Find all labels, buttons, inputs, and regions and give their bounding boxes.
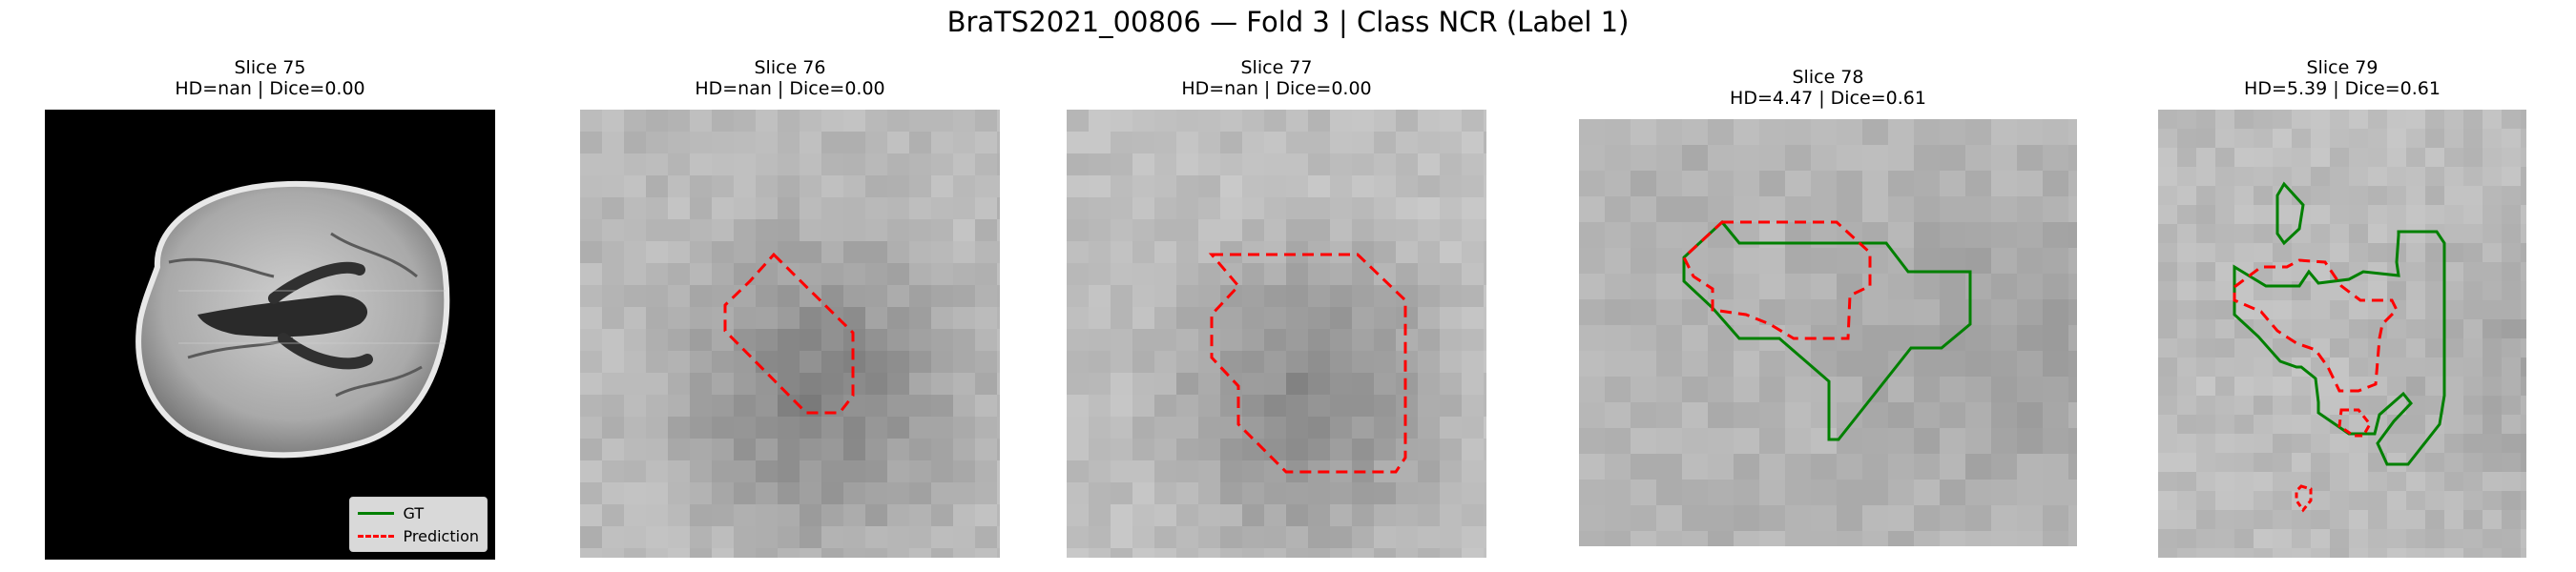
mri-brain-image — [45, 110, 495, 560]
prediction-outline — [723, 252, 855, 415]
legend-prediction-label: Prediction — [403, 526, 479, 545]
legend-item-gt: GT — [357, 501, 479, 524]
mri-crop-image — [580, 110, 1000, 558]
metrics-label: HD=nan | Dice=0.00 — [1181, 78, 1372, 99]
metrics-label: HD=5.39 | Dice=0.61 — [2244, 78, 2441, 99]
prediction-contour-dot — [2295, 484, 2313, 513]
panel-slice-75: Slice 75 HD=nan | Dice=0.00 GT Predictio… — [45, 57, 495, 560]
prediction-contour-small — [2337, 408, 2372, 438]
metrics-label: HD=4.47 | Dice=0.61 — [1730, 88, 1926, 109]
contour-overlay — [723, 252, 857, 472]
mri-crop-image — [1067, 110, 1486, 558]
prediction-contour-line — [726, 255, 854, 413]
figure-title: BraTS2021_00806 — Fold 3 | Class NCR (La… — [946, 6, 1630, 38]
contour-overlay — [1682, 219, 1972, 441]
legend-gt-label: GT — [403, 503, 425, 522]
contour-overlay — [1208, 253, 1407, 474]
prediction-contour — [723, 255, 855, 472]
slice-label: Slice 76 — [754, 57, 826, 78]
panel-slice-79: Slice 79 HD=5.39 | Dice=0.61 — [2158, 57, 2526, 558]
slice-label: Slice 78 — [1792, 67, 1864, 88]
mri-crop-image — [2158, 110, 2526, 558]
contour-overlay — [2233, 181, 2446, 513]
panel-title: Slice 78 HD=4.47 | Dice=0.61 — [1503, 67, 2153, 109]
legend-item-prediction: Prediction — [357, 524, 479, 547]
slice-label: Slice 79 — [2306, 57, 2379, 78]
gt-contour — [1682, 219, 1972, 441]
gt-line-swatch — [357, 511, 394, 515]
slice-label: Slice 77 — [1240, 57, 1313, 78]
prediction-contour — [1682, 220, 1872, 340]
panel-title: Slice 77 HD=nan | Dice=0.00 — [990, 57, 1563, 99]
panel-slice-77: Slice 77 HD=nan | Dice=0.00 — [1067, 57, 1486, 558]
metrics-label: HD=nan | Dice=0.00 — [175, 78, 365, 99]
mri-crop-image — [1579, 119, 2077, 546]
panel-title: Slice 75 HD=nan | Dice=0.00 — [0, 57, 571, 99]
gt-contour-small — [2275, 181, 2305, 246]
panel-title: Slice 76 HD=nan | Dice=0.00 — [504, 57, 1076, 99]
panel-slice-76: Slice 76 HD=nan | Dice=0.00 — [580, 57, 1000, 558]
panel-title: Slice 79 HD=5.39 | Dice=0.61 — [2082, 57, 2576, 99]
prediction-dashed-contour — [726, 255, 857, 413]
gt-contour — [2233, 230, 2446, 466]
metrics-label: HD=nan | Dice=0.00 — [695, 78, 885, 99]
legend: GT Prediction — [348, 497, 488, 552]
prediction-contour — [1208, 253, 1407, 474]
panel-slice-78: Slice 78 HD=4.47 | Dice=0.61 — [1579, 67, 2077, 546]
prediction-contour — [2233, 258, 2399, 393]
prediction-line-swatch — [357, 534, 394, 538]
slice-label: Slice 75 — [234, 57, 306, 78]
